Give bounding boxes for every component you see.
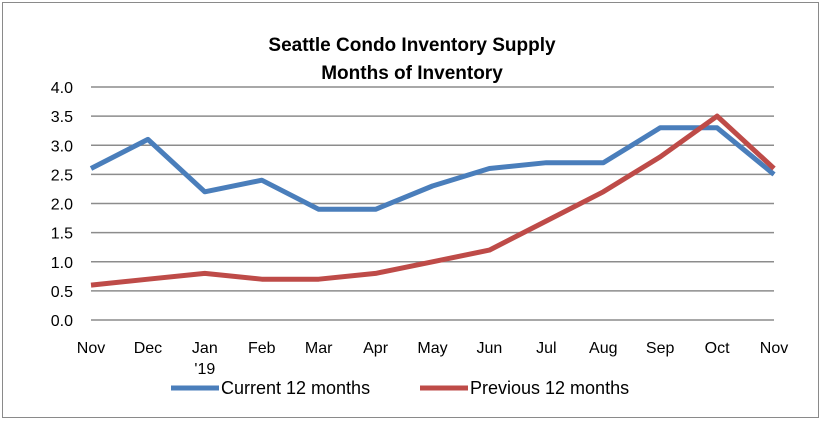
x-tick-label: Oct	[705, 340, 730, 357]
series-line-current	[89, 125, 776, 212]
chart-subtitle: Months of Inventory	[321, 63, 503, 84]
y-axis: 0.0 0.5 1.0 1.5 2.0 2.5 3.0 3.5 4.0	[51, 80, 73, 330]
x-tick-label: Mar	[305, 340, 333, 357]
series-lines	[89, 113, 776, 288]
y-tick-label: 0.0	[51, 313, 73, 330]
x-tick-sublabel: '19	[194, 361, 215, 378]
y-tick-label: 3.0	[51, 138, 73, 155]
x-axis: Nov Dec Jan '19 Feb Mar Apr May Jun Jul Aug Sep Oct N…	[77, 340, 788, 378]
y-tick-label: 1.5	[51, 226, 73, 243]
x-tick-label: Nov	[77, 340, 105, 357]
x-tick-label: Nov	[760, 340, 788, 357]
line-chart: Seattle Condo Inventory Supply Months of…	[51, 35, 788, 398]
chart-title: Seattle Condo Inventory Supply	[268, 35, 556, 56]
x-tick-label: Aug	[589, 340, 617, 357]
x-tick-label: May	[417, 340, 447, 357]
x-tick-label: Jul	[536, 340, 556, 357]
legend-label: Previous 12 months	[470, 378, 629, 398]
y-tick-label: 4.0	[51, 80, 73, 97]
y-tick-label: 2.0	[51, 197, 73, 214]
x-tick-label: Apr	[363, 340, 389, 357]
x-tick-label: Jun	[477, 340, 503, 357]
series-line-previous	[90, 113, 776, 288]
x-tick-label: Dec	[134, 340, 162, 357]
x-tick-label: Sep	[646, 340, 675, 357]
y-tick-label: 2.5	[51, 167, 73, 184]
legend-label: Current 12 months	[221, 378, 370, 398]
legend: Current 12 months Previous 12 months	[171, 378, 629, 398]
x-tick-label: Feb	[248, 340, 276, 357]
y-tick-label: 3.5	[51, 109, 73, 126]
y-tick-label: 0.5	[51, 284, 73, 301]
grid-lines	[91, 86, 774, 321]
chart-frame: Seattle Condo Inventory Supply Months of…	[2, 2, 819, 418]
y-tick-label: 1.0	[51, 255, 73, 272]
x-tick-label: Jan	[192, 340, 218, 357]
